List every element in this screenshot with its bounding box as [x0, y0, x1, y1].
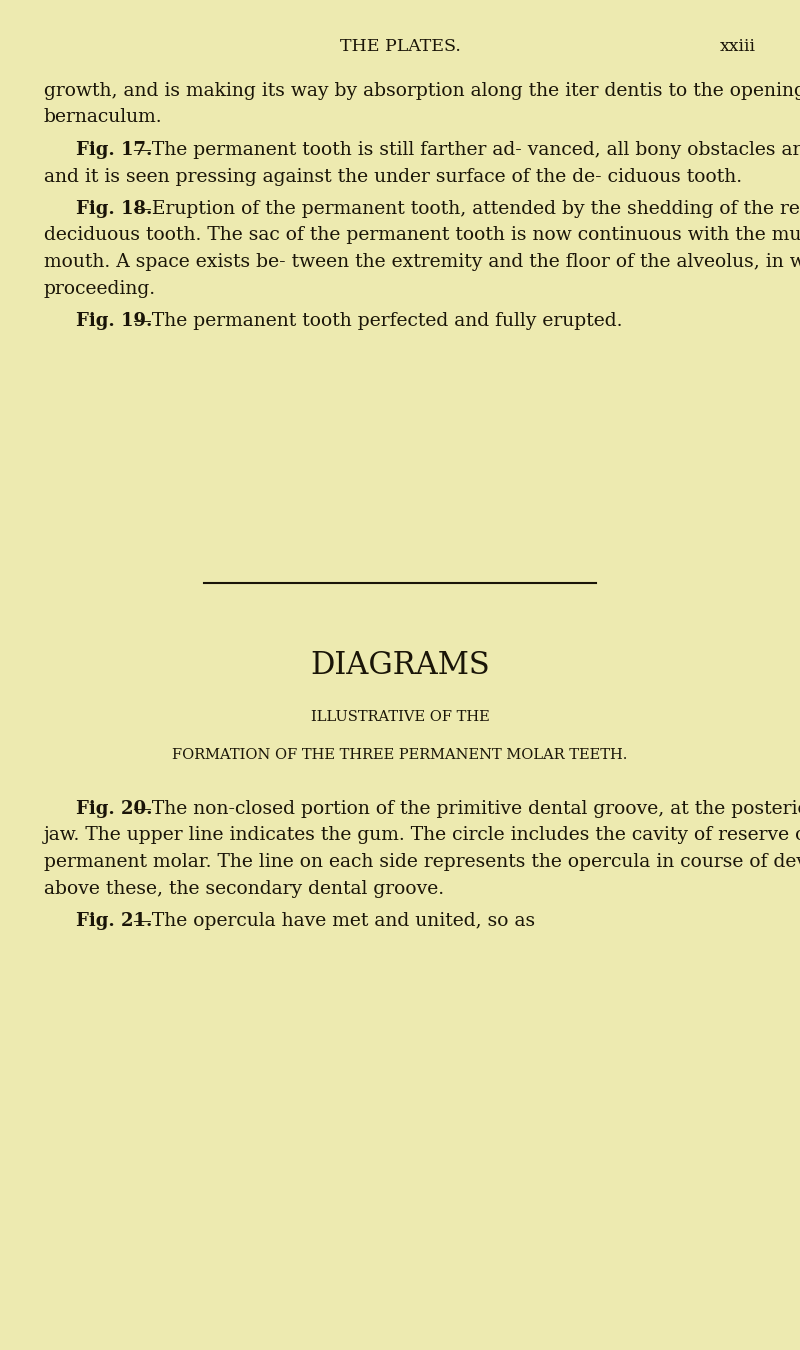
Text: Fig. 17.: Fig. 17. [76, 140, 152, 159]
Text: deciduous tooth. The sac of the permanent tooth is now continuous with the mucou: deciduous tooth. The sac of the permanen… [44, 227, 800, 244]
Text: —The non-closed portion of the primitive dental groove, at the posterior part of: —The non-closed portion of the primitive… [133, 801, 800, 818]
Text: Fig. 18.: Fig. 18. [76, 200, 152, 217]
Text: —The permanent tooth perfected and fully erupted.: —The permanent tooth perfected and fully… [133, 312, 622, 329]
Text: Fig. 19.: Fig. 19. [76, 312, 152, 329]
Text: Fig. 21.: Fig. 21. [76, 913, 152, 930]
Text: —The opercula have met and united, so as: —The opercula have met and united, so as [133, 913, 535, 930]
Text: xxiii: xxiii [720, 38, 756, 55]
Text: jaw. The upper line indicates the gum. The circle includes the cavity of reserve: jaw. The upper line indicates the gum. T… [44, 826, 800, 845]
Text: ILLUSTRATIVE OF THE: ILLUSTRATIVE OF THE [310, 710, 490, 724]
Text: bernaculum.: bernaculum. [44, 108, 162, 127]
Text: DIAGRAMS: DIAGRAMS [310, 649, 490, 680]
Text: growth, and is making its way by absorption along the iter dentis to the opening: growth, and is making its way by absorpt… [44, 82, 800, 100]
Text: mouth. A space exists be- tween the extremity and the floor of the alveolus, in : mouth. A space exists be- tween the extr… [44, 252, 800, 271]
Text: Fig. 20.: Fig. 20. [76, 801, 153, 818]
Text: proceeding.: proceeding. [44, 279, 156, 297]
Text: THE PLATES.: THE PLATES. [339, 38, 461, 55]
Text: FORMATION OF THE THREE PERMANENT MOLAR TEETH.: FORMATION OF THE THREE PERMANENT MOLAR T… [172, 748, 628, 761]
Text: —The permanent tooth is still farther ad- vanced, all bony obstacles are now rem: —The permanent tooth is still farther ad… [133, 140, 800, 159]
Text: permanent molar. The line on each side represents the opercula in course of deve: permanent molar. The line on each side r… [44, 853, 800, 871]
Text: —Eruption of the permanent tooth, attended by the shedding of the remains of the: —Eruption of the permanent tooth, attend… [133, 200, 800, 217]
Text: and it is seen pressing against the under surface of the de- ciduous tooth.: and it is seen pressing against the unde… [44, 167, 742, 185]
Text: above these, the secondary dental groove.: above these, the secondary dental groove… [44, 879, 444, 898]
